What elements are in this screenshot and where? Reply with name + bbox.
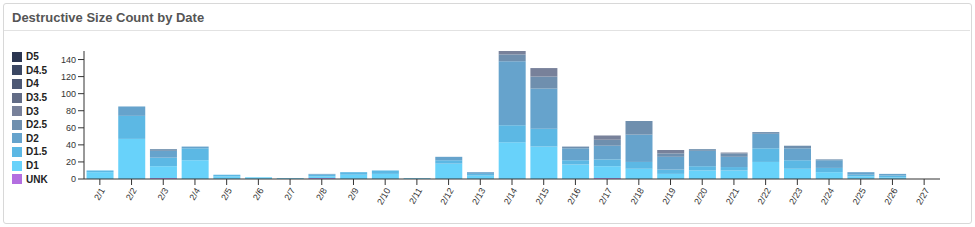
- svg-text:2/8: 2/8: [314, 186, 329, 202]
- svg-text:2/21: 2/21: [724, 186, 741, 206]
- svg-text:2/17: 2/17: [597, 186, 614, 206]
- svg-text:2/10: 2/10: [375, 186, 392, 206]
- svg-text:80: 80: [66, 106, 76, 116]
- svg-text:2/22: 2/22: [755, 186, 772, 206]
- svg-text:100: 100: [61, 89, 76, 99]
- svg-text:2/26: 2/26: [882, 186, 899, 206]
- svg-text:2/4: 2/4: [187, 186, 202, 202]
- svg-text:0: 0: [71, 174, 76, 184]
- svg-text:2/25: 2/25: [851, 186, 868, 206]
- html-text:D5: D5: [26, 51, 39, 63]
- html-text:D1.5: D1.5: [26, 146, 48, 158]
- svg-text:2/7: 2/7: [282, 186, 297, 202]
- svg-text:2/6: 2/6: [251, 186, 266, 202]
- html-text:UNK: UNK: [26, 173, 48, 185]
- svg-text:2/19: 2/19: [660, 186, 677, 206]
- svg-text:2/15: 2/15: [534, 186, 551, 206]
- svg-text:40: 40: [66, 140, 76, 150]
- html-text:D4: D4: [26, 78, 39, 90]
- svg-text:120: 120: [61, 72, 76, 82]
- html-text:Destructive Size Count by Date: Destructive Size Count by Date: [12, 10, 205, 25]
- html-text:D1: D1: [26, 160, 39, 171]
- svg-text:2/16: 2/16: [565, 186, 582, 206]
- svg-text:2/27: 2/27: [914, 186, 931, 206]
- svg-text:2/12: 2/12: [438, 186, 455, 206]
- svg-text:2/24: 2/24: [819, 186, 836, 206]
- svg-text:2/9: 2/9: [346, 186, 361, 202]
- html-text:D3.5: D3.5: [26, 92, 48, 104]
- svg-text:2/11: 2/11: [407, 186, 424, 206]
- html-text:D2: D2: [26, 132, 39, 144]
- html-text:D4.5: D4.5: [26, 64, 48, 76]
- svg-text:2/23: 2/23: [787, 186, 804, 206]
- svg-text:2/20: 2/20: [692, 186, 709, 206]
- svg-text:2/18: 2/18: [629, 186, 646, 206]
- svg-text:2/1: 2/1: [92, 186, 107, 202]
- svg-text:60: 60: [66, 123, 76, 133]
- html-text:D3: D3: [26, 105, 39, 117]
- html-text:D2.5: D2.5: [26, 119, 48, 131]
- svg-text:2/2: 2/2: [124, 186, 139, 202]
- svg-text:2/13: 2/13: [470, 186, 487, 206]
- svg-text:140: 140: [61, 55, 76, 65]
- svg-text:2/5: 2/5: [219, 186, 234, 202]
- svg-text:20: 20: [66, 157, 76, 167]
- svg-text:2/3: 2/3: [156, 186, 171, 202]
- svg-text:2/14: 2/14: [502, 186, 519, 206]
